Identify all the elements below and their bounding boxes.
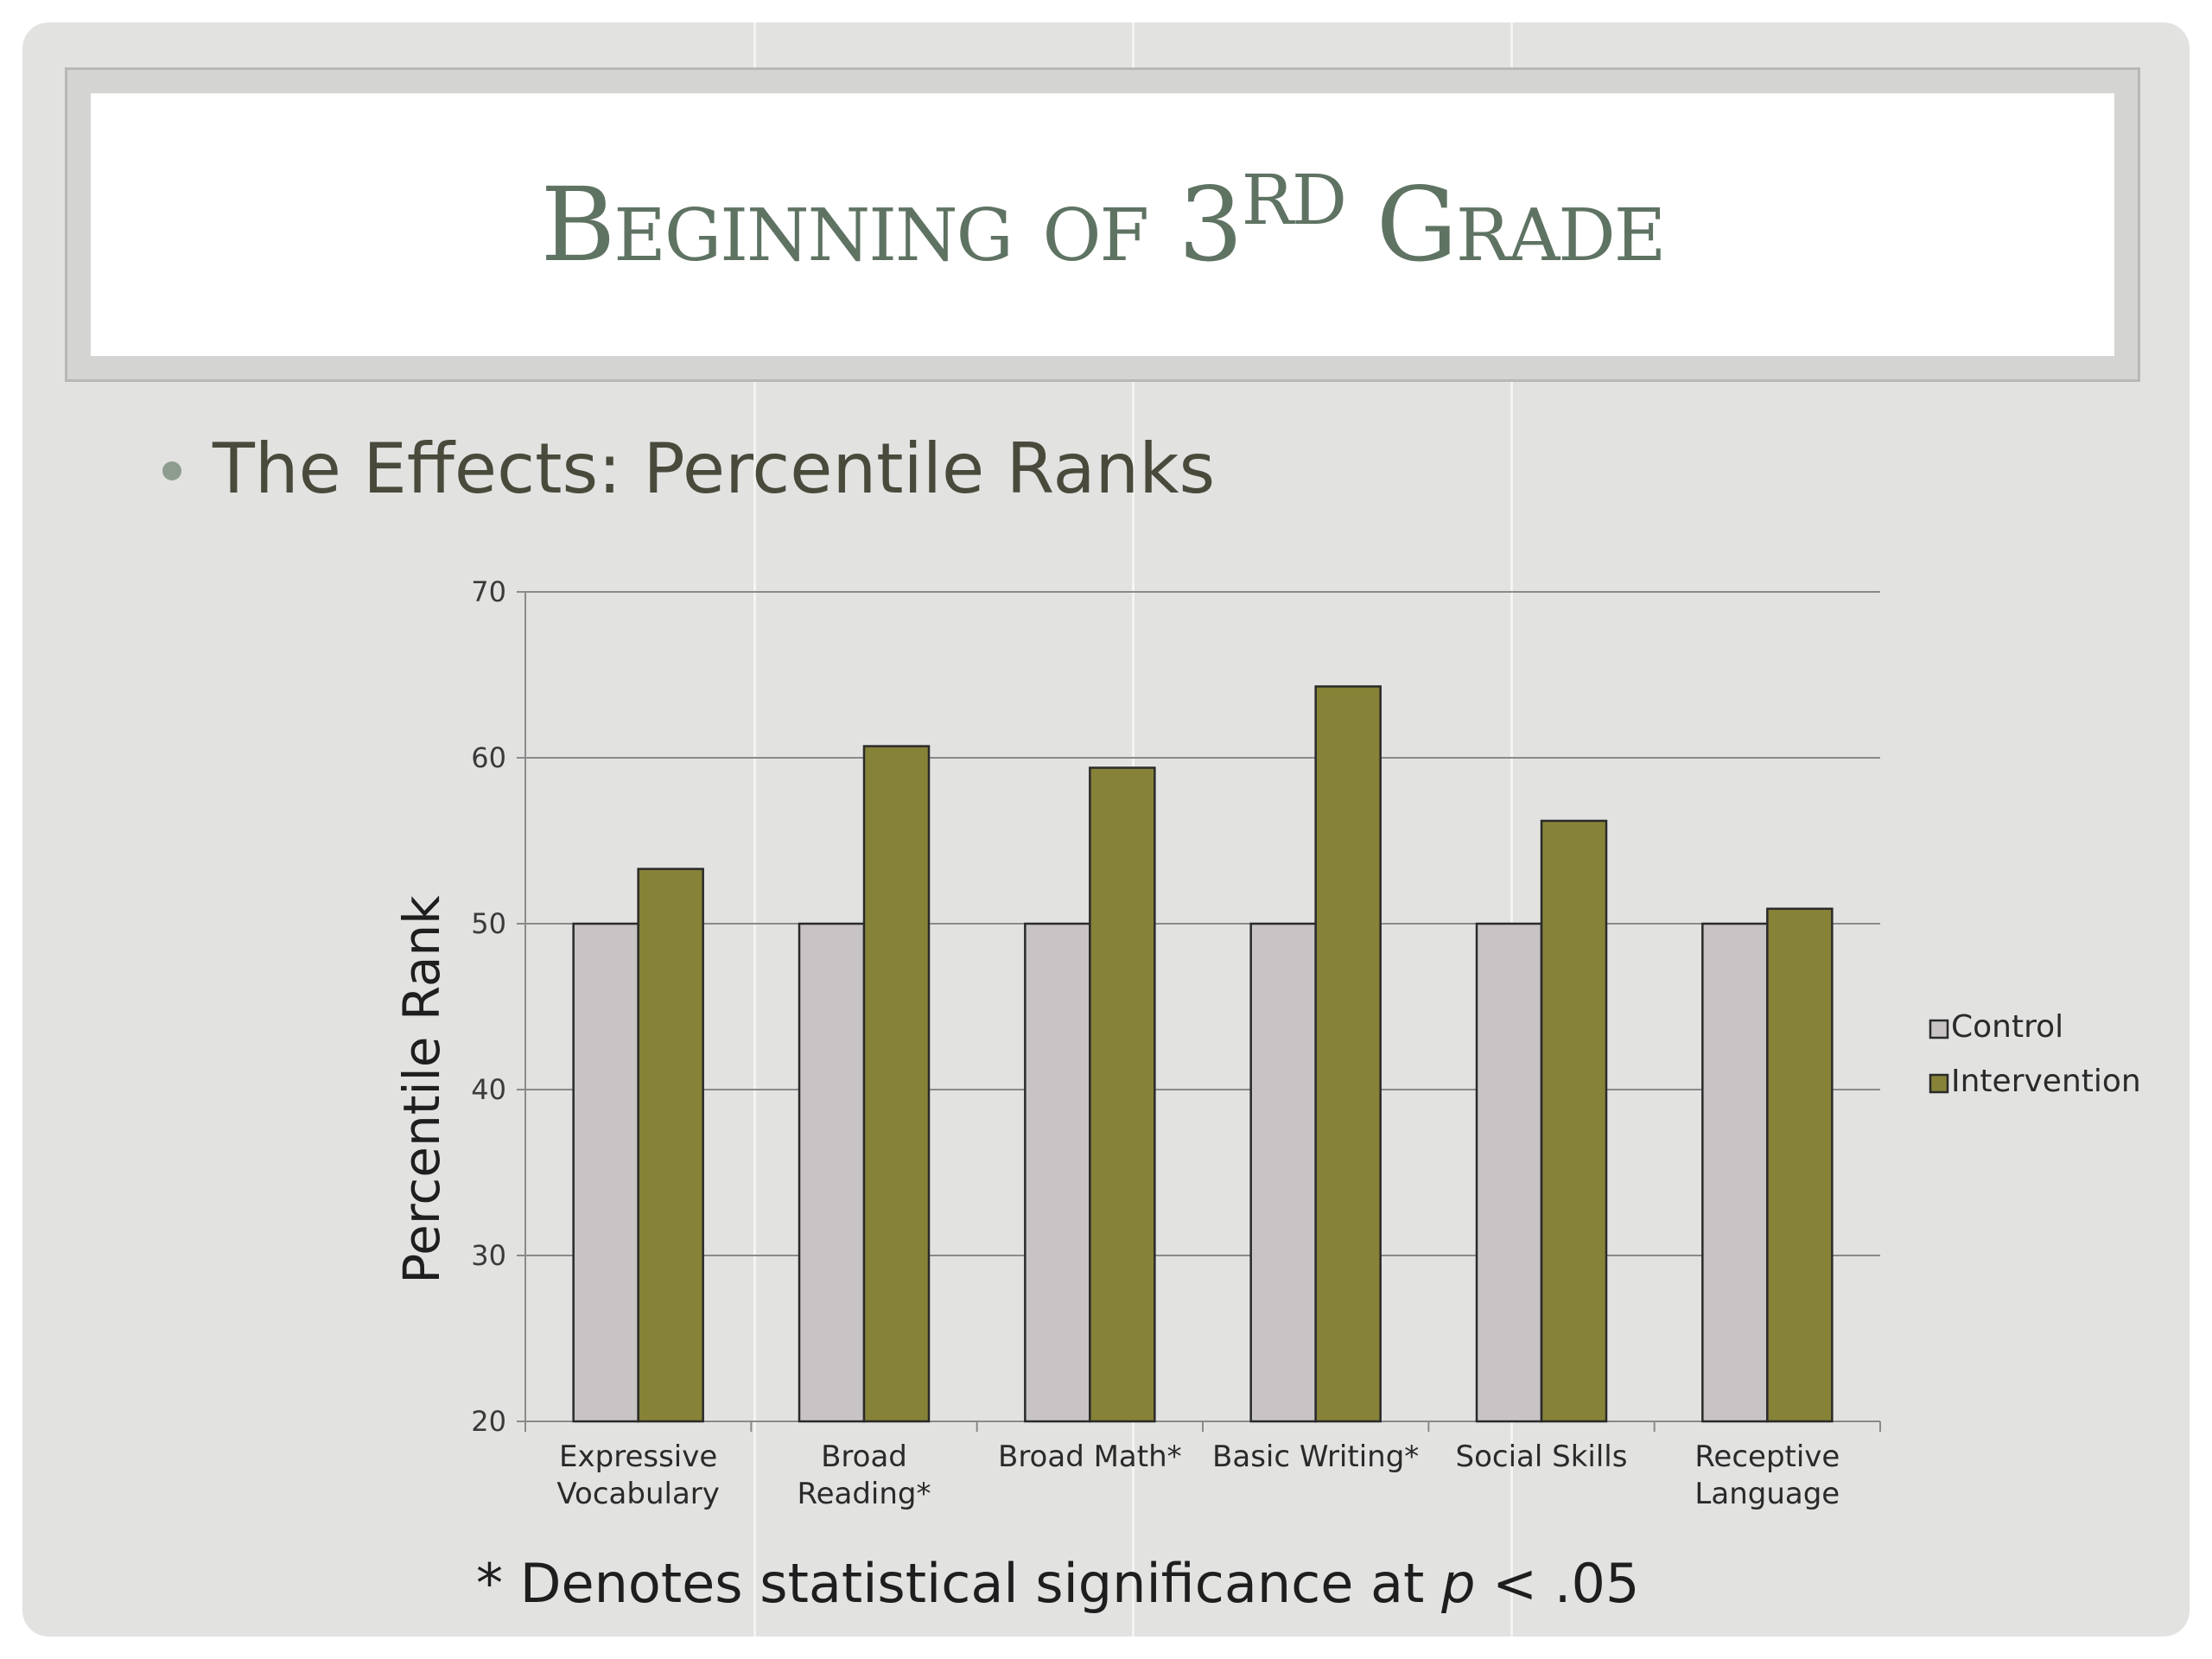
bullet-text: The Effects: Percentile Ranks <box>213 429 1216 509</box>
legend-label-intervention: Intervention <box>1951 1064 2141 1099</box>
title-frame: Beginning of 3RD Grade <box>65 67 2140 382</box>
x-tick-label-line: Social Skills <box>1456 1440 1628 1474</box>
x-tick-label-line: Basic Writing* <box>1212 1440 1419 1474</box>
note-before: * Denotes statistical significance at <box>476 1552 1442 1615</box>
bar-control <box>1249 922 1317 1423</box>
x-tick-label-line: Language <box>1694 1477 1840 1511</box>
x-tick-label: Expressive Vocabulary <box>556 1440 719 1511</box>
bar-chart: 20 30 40 50 60 70 Expressive Vocabulary Broad Rea… <box>392 575 2141 1511</box>
slide-title: Beginning of 3RD Grade <box>540 165 1667 284</box>
slide: Beginning of 3RD Grade The Effects: Perc… <box>22 22 2190 1637</box>
bar-control <box>798 922 866 1423</box>
y-tick-label: 40 <box>471 1073 506 1106</box>
significance-note: * Denotes statistical significance at p … <box>476 1552 1639 1615</box>
x-tick-label-line: Receptive <box>1694 1440 1840 1474</box>
bar-control <box>1701 922 1769 1423</box>
x-tick-label: Receptive Language <box>1694 1440 1840 1511</box>
x-tick-label: Broad Reading* <box>797 1440 931 1511</box>
bar-intervention <box>862 745 931 1423</box>
x-tick-label: Broad Math* <box>998 1440 1182 1474</box>
bar-intervention <box>1314 685 1382 1423</box>
bar-intervention <box>1766 907 1834 1423</box>
bar-intervention <box>1089 766 1156 1423</box>
x-tick-label-line: Expressive <box>559 1440 717 1474</box>
y-tick-label: 50 <box>471 907 506 940</box>
bar-control <box>1024 922 1091 1423</box>
bar-intervention <box>1540 819 1608 1423</box>
bar-control <box>1475 922 1543 1423</box>
y-tick-label: 20 <box>471 1405 506 1438</box>
title-tail: Grade <box>1345 165 1667 284</box>
bullet-dot-icon <box>162 461 181 480</box>
x-tick-label: Basic Writing* <box>1212 1440 1419 1474</box>
note-italic: p <box>1441 1552 1476 1615</box>
y-tick-label: 60 <box>471 741 506 774</box>
x-tick-label-line: Broad Math* <box>998 1440 1182 1474</box>
x-tick-label-line: Vocabulary <box>556 1477 719 1511</box>
legend-label-control: Control <box>1951 1009 2063 1045</box>
title-box: Beginning of 3RD Grade <box>91 93 2114 356</box>
x-tick-label-line: Broad <box>821 1440 907 1474</box>
bar-control <box>572 922 639 1423</box>
x-tick-label-line: Reading* <box>797 1477 931 1511</box>
bar-intervention <box>637 868 704 1423</box>
legend-swatch-control <box>1929 1019 1949 1039</box>
note-after: < .05 <box>1475 1552 1640 1615</box>
y-axis-title: Percentile Rank <box>392 895 451 1284</box>
legend-swatch-intervention <box>1929 1073 1949 1094</box>
title-main: Beginning of 3 <box>540 165 1243 284</box>
y-tick-label: 70 <box>471 575 506 608</box>
x-tick-label: Social Skills <box>1456 1440 1628 1474</box>
background-stripe <box>1510 22 1513 1637</box>
background-stripe <box>753 22 756 1637</box>
y-tick-label: 30 <box>471 1239 506 1272</box>
title-superscript: RD <box>1241 160 1347 240</box>
